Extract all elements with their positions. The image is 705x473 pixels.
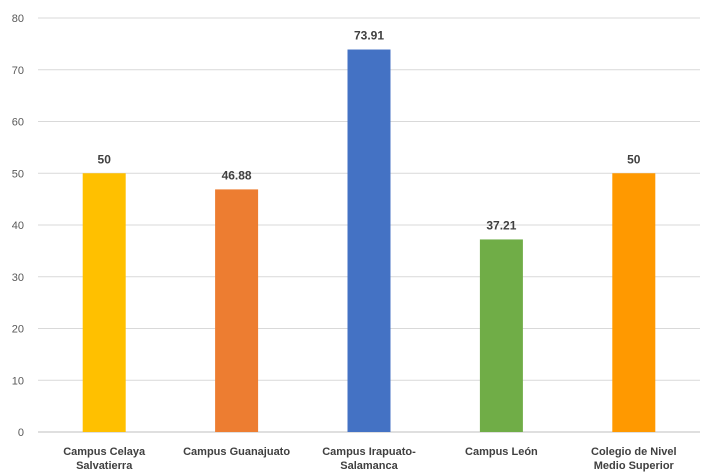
x-category-label: Salvatierra — [76, 460, 133, 472]
y-tick-label: 70 — [12, 65, 24, 77]
x-category-label: Campus Irapuato- — [322, 446, 416, 458]
y-tick-label: 80 — [12, 13, 24, 25]
y-tick-label: 60 — [12, 117, 24, 129]
bar — [612, 173, 656, 432]
y-tick-label: 30 — [12, 272, 24, 284]
x-category-label: Campus Guanajuato — [183, 446, 290, 458]
bar — [479, 239, 523, 432]
data-label: 50 — [627, 152, 641, 166]
data-label: 37.21 — [486, 218, 516, 232]
data-label: 73.91 — [354, 29, 384, 43]
y-tick-label: 10 — [12, 375, 24, 387]
y-tick-label: 0 — [18, 427, 24, 439]
x-category-label: Campus Celaya — [63, 446, 146, 458]
bars — [82, 49, 656, 433]
data-labels: 50 46.88 73.91 37.21 50 — [98, 29, 641, 233]
y-axis-ticks: 0 10 20 30 40 50 60 70 80 — [12, 13, 24, 439]
bar — [347, 49, 391, 433]
y-tick-label: 40 — [12, 220, 24, 232]
bar — [82, 173, 126, 432]
x-category-label: Salamanca — [340, 460, 398, 472]
data-label: 46.88 — [222, 168, 252, 182]
x-category-label: Colegio de Nivel — [591, 446, 677, 458]
data-label: 50 — [98, 152, 112, 166]
bar — [215, 189, 259, 432]
x-category-label: Medio Superior — [594, 460, 675, 472]
x-category-label: Campus León — [465, 446, 538, 458]
y-tick-label: 50 — [12, 168, 24, 180]
x-axis-categories: Campus Celaya Salvatierra Campus Guanajuat… — [63, 446, 676, 472]
y-tick-label: 20 — [12, 324, 24, 336]
